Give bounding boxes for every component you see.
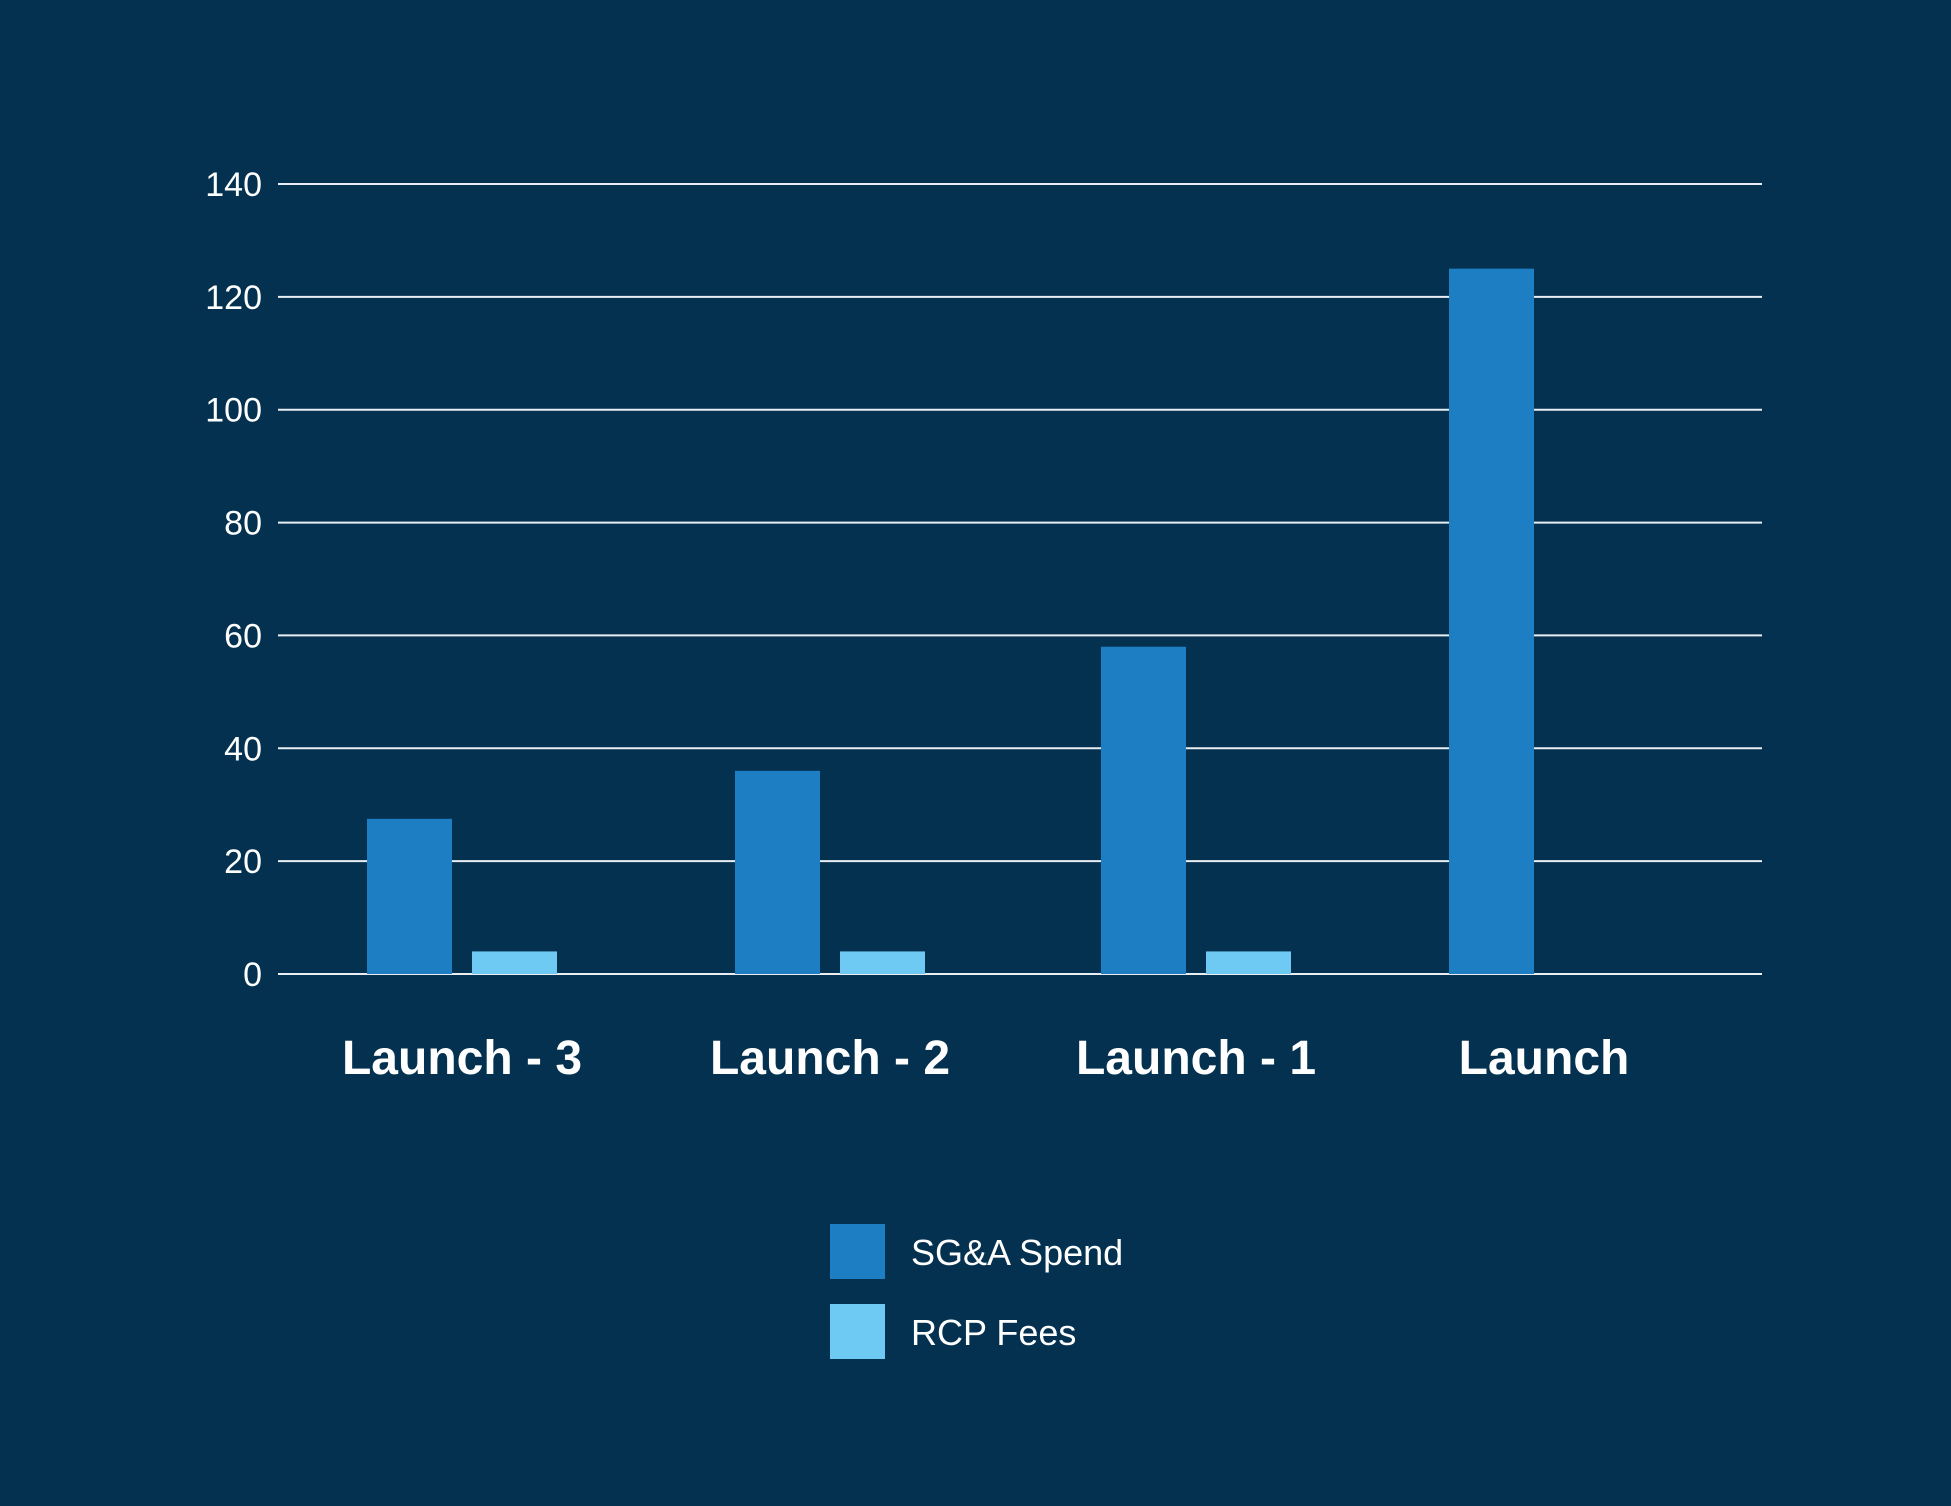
y-tick-label: 60 [224, 617, 262, 655]
y-tick-label: 40 [224, 730, 262, 768]
y-axis: 0 20 40 60 80 100 120 140 [205, 166, 262, 994]
y-tick-label: 120 [205, 279, 262, 317]
legend-swatch-sg-a-spend [830, 1224, 885, 1279]
bar-rcp-fees-2 [1206, 951, 1291, 974]
bar-sg-a-spend-2 [1101, 646, 1186, 974]
y-tick-label: 0 [243, 956, 262, 994]
bar-rcp-fees-0 [472, 951, 557, 974]
legend-swatch-rcp-fees [830, 1304, 885, 1359]
y-tick-label: 80 [224, 505, 262, 543]
gridlines [278, 183, 1762, 975]
bar-sg-a-spend-1 [735, 770, 820, 974]
bar-sg-a-spend-0 [367, 818, 452, 974]
y-tick-label: 100 [205, 392, 262, 430]
legend-label: RCP Fees [911, 1312, 1076, 1353]
bar-sg-a-spend-3 [1449, 268, 1534, 975]
x-category-label: Launch - 3 [342, 1032, 582, 1085]
legend-label: SG&A Spend [911, 1232, 1123, 1273]
x-category-label: Launch [1459, 1032, 1630, 1085]
bar-rcp-fees-1 [840, 951, 925, 974]
y-tick-label: 140 [205, 166, 262, 204]
legend: SG&A Spend RCP Fees [830, 1224, 1123, 1359]
x-category-label: Launch - 2 [710, 1032, 950, 1085]
bars [367, 268, 1534, 975]
x-axis: Launch - 3 Launch - 2 Launch - 1 Launch [342, 1032, 1629, 1085]
y-tick-label: 20 [224, 843, 262, 881]
x-category-label: Launch - 1 [1076, 1032, 1316, 1085]
